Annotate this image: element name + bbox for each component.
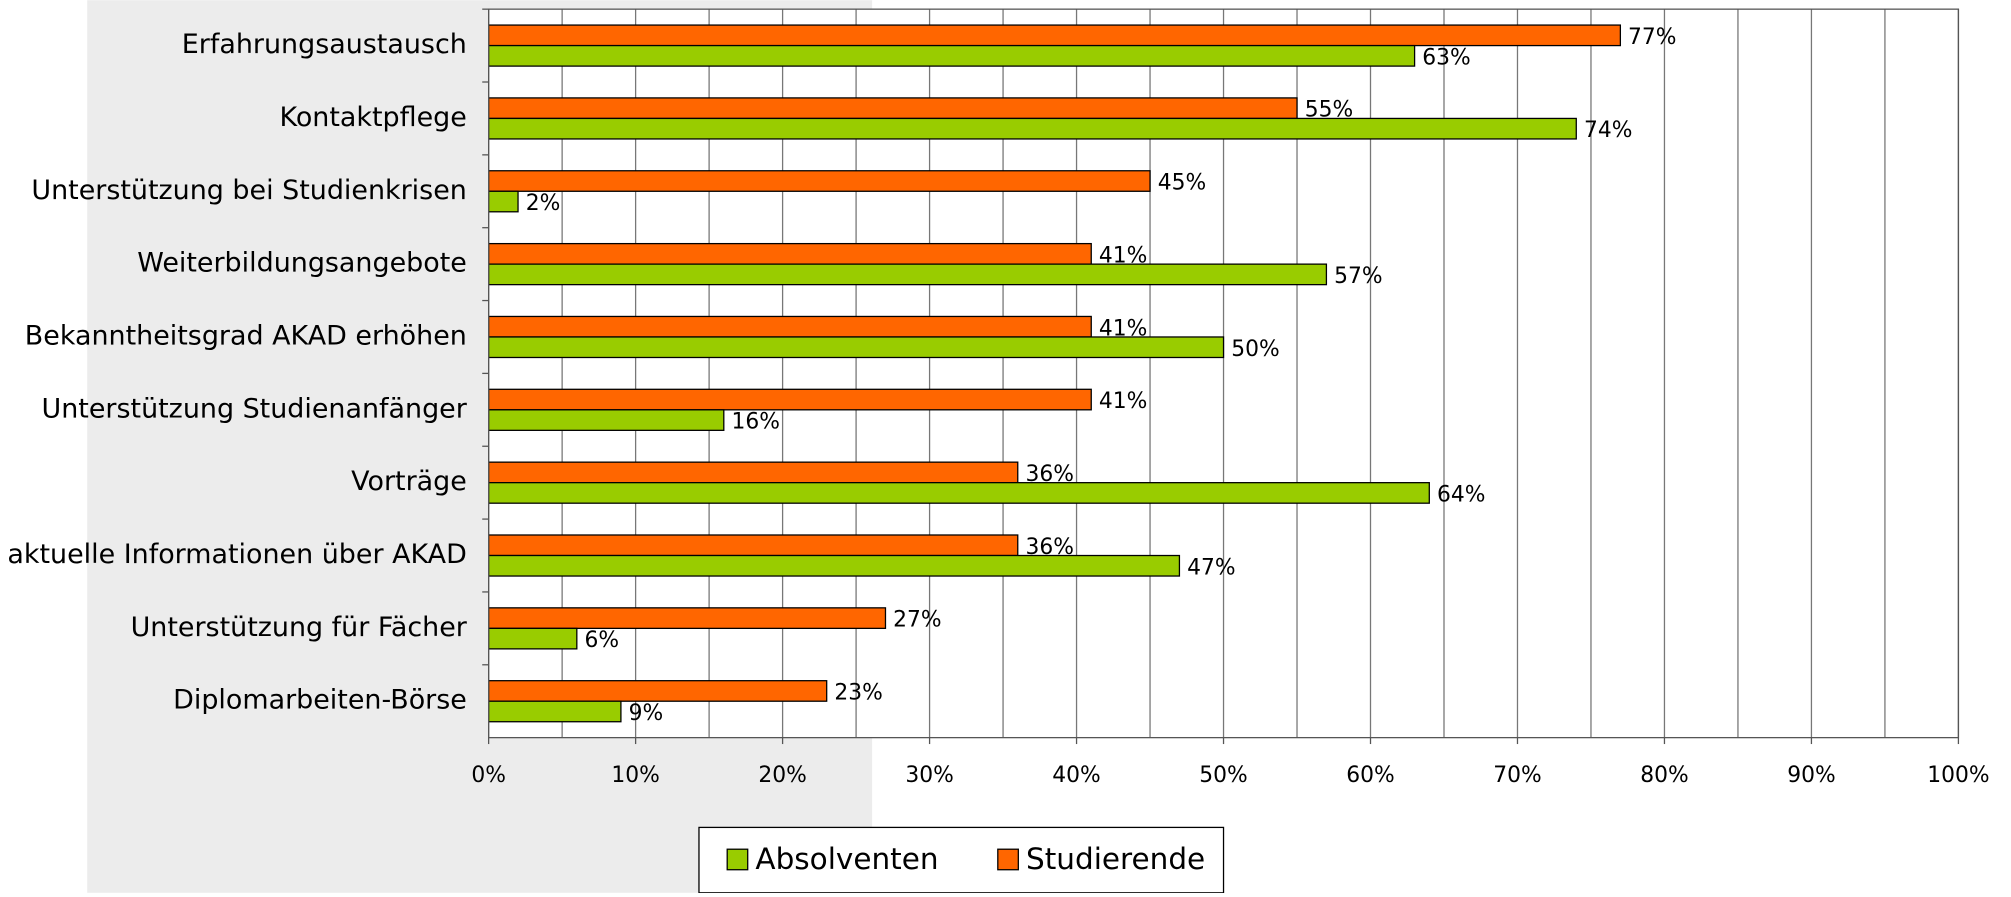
value-label: 77% (1628, 25, 1676, 50)
bar (488, 461, 1019, 484)
value-label: 64% (1437, 482, 1485, 507)
bar (488, 409, 725, 431)
value-label: 47% (1187, 555, 1235, 580)
value-label: 45% (1158, 171, 1206, 196)
bar (488, 315, 1092, 338)
x-tick-label: 40% (1052, 763, 1100, 788)
value-label: 63% (1422, 45, 1470, 70)
value-label: 6% (585, 628, 620, 653)
value-label: 16% (732, 410, 780, 435)
x-tick-label: 80% (1640, 763, 1688, 788)
y-tick-label: Unterstützung Studienanfänger (42, 393, 468, 424)
value-label: 2% (526, 191, 561, 216)
y-tick-label: aktuelle Informationen über AKAD (7, 539, 466, 570)
bar (488, 388, 1092, 411)
y-tick-label: Diplomarbeiten-Börse (173, 685, 467, 716)
bar (488, 190, 519, 213)
bar (488, 263, 1328, 286)
y-tick-label: Bekanntheitsgrad AKAD erhöhen (25, 320, 467, 351)
bar (488, 336, 1225, 359)
bar (488, 44, 1416, 67)
bar (488, 554, 1181, 577)
x-tick-label: 10% (611, 763, 659, 788)
bar (488, 482, 1430, 504)
x-tick-label: 50% (1199, 763, 1247, 788)
y-tick-label: Weiterbildungsangebote (137, 248, 467, 279)
value-label: 27% (893, 608, 941, 633)
x-tick-label: 30% (905, 763, 953, 788)
x-tick-label: 20% (758, 763, 806, 788)
bar (488, 242, 1092, 265)
bar (488, 170, 1151, 192)
bar (488, 24, 1622, 47)
bar (488, 97, 1298, 120)
x-tick-label: 0% (471, 763, 506, 788)
y-tick-label: Kontaktpflege (280, 102, 467, 133)
legend-label: Absolventen (755, 842, 938, 876)
bar (488, 700, 622, 723)
bar (488, 607, 887, 630)
legend-items: Absolventen Studierende (726, 842, 1205, 876)
value-label: 74% (1584, 118, 1632, 143)
value-label: 9% (629, 701, 664, 726)
legend-label: Studierende (1026, 842, 1205, 876)
bar (488, 680, 828, 702)
bar (488, 534, 1019, 557)
value-label: 41% (1099, 389, 1147, 414)
y-tick-label: Unterstützung bei Studienkrisen (31, 175, 466, 206)
y-tick-label: Unterstützung für Fächer (131, 612, 468, 643)
y-tick-label: Erfahrungsaustausch (182, 29, 467, 60)
value-label: 23% (834, 681, 882, 706)
bars: 77%63%55%74%45%2%41%57%41%50%41%16%36%64… (488, 24, 1677, 726)
x-tick-label: 70% (1493, 763, 1541, 788)
x-tick-label: 90% (1787, 763, 1835, 788)
plot-border (488, 8, 1960, 739)
x-tick-label: 60% (1346, 763, 1394, 788)
bar (488, 117, 1577, 140)
value-label: 50% (1231, 337, 1279, 362)
bar (488, 627, 578, 650)
legend-swatch (997, 848, 1019, 871)
y-tick-label: Vorträge (351, 466, 467, 497)
value-label: 57% (1334, 264, 1382, 289)
legend-swatch (726, 848, 749, 871)
legend (698, 826, 1225, 894)
x-tick-label: 100% (1927, 763, 1989, 788)
